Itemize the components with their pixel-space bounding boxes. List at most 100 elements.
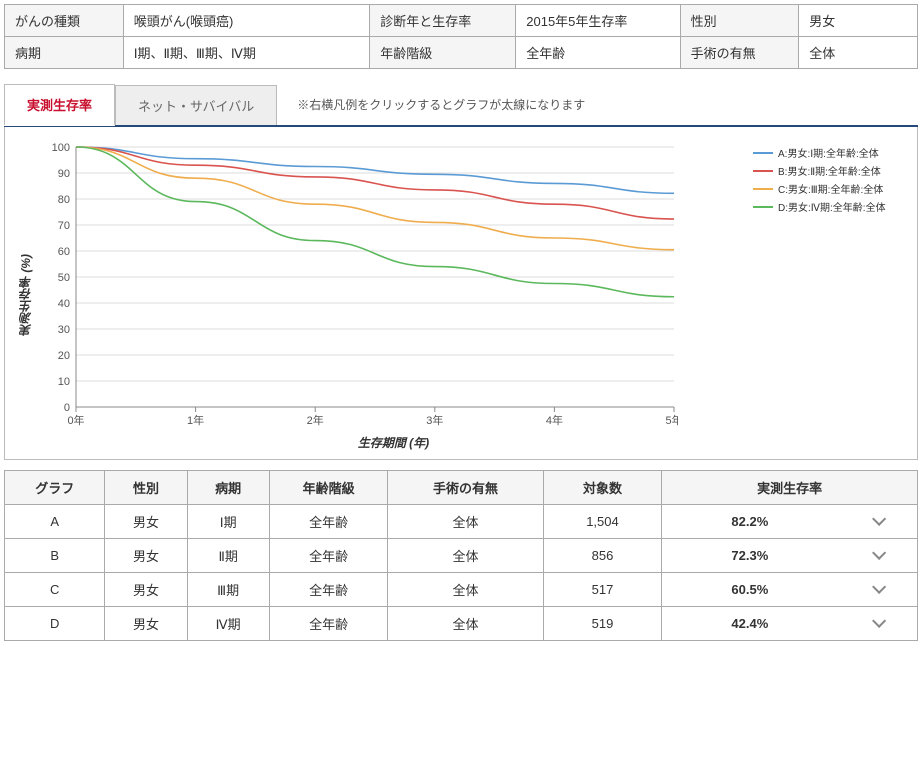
table-cell-stage: Ⅲ期	[187, 573, 269, 607]
table-cell-stage: Ⅰ期	[187, 505, 269, 539]
table-row: C男女Ⅲ期全年齢全体51760.5%	[5, 573, 918, 607]
chart-container: 実測生存率 (%) 01020304050607080901000年1年2年3年…	[4, 127, 918, 460]
tab-net-survival[interactable]: ネット・サバイバル	[115, 85, 277, 125]
table-cell-g: B	[5, 539, 105, 573]
tab-note: ※右横凡例をクリックするとグラフが太線になります	[297, 96, 585, 113]
legend-item-D[interactable]: D:男女:Ⅳ期:全年齢:全体	[753, 199, 905, 214]
chevron-down-icon	[872, 580, 886, 594]
table-cell-age: 全年齢	[269, 607, 388, 641]
table-cell-sex: 男女	[105, 607, 187, 641]
svg-text:60: 60	[58, 246, 70, 258]
table-header: 実測生存率	[662, 471, 918, 505]
legend-label: B:男女:Ⅱ期:全年齢:全体	[778, 163, 881, 178]
svg-text:20: 20	[58, 350, 70, 362]
svg-text:80: 80	[58, 194, 70, 206]
svg-text:3年: 3年	[426, 413, 443, 427]
table-cell-surg: 全体	[388, 539, 543, 573]
table-row: A男女Ⅰ期全年齢全体1,50482.2%	[5, 505, 918, 539]
table-cell-surg: 全体	[388, 607, 543, 641]
svg-text:0: 0	[64, 402, 70, 414]
survival-chart: 01020304050607080901000年1年2年3年4年5年	[38, 139, 678, 429]
table-cell-age: 全年齢	[269, 505, 388, 539]
table-cell-survival: 60.5%	[662, 573, 838, 607]
table-cell-g: C	[5, 573, 105, 607]
expand-row-button[interactable]	[837, 607, 917, 641]
chart-series-C	[76, 147, 674, 250]
tabs-row: 実測生存率 ネット・サバイバル ※右横凡例をクリックするとグラフが太線になります	[4, 83, 918, 127]
legend-item-B[interactable]: B:男女:Ⅱ期:全年齢:全体	[753, 163, 905, 178]
filter-value: 全体	[799, 37, 918, 69]
svg-text:2年: 2年	[307, 413, 324, 427]
expand-row-button[interactable]	[837, 573, 917, 607]
chart-ylabel: 実測生存率 (%)	[13, 139, 38, 451]
expand-row-button[interactable]	[837, 539, 917, 573]
table-cell-survival: 72.3%	[662, 539, 838, 573]
legend-label: A:男女:Ⅰ期:全年齢:全体	[778, 145, 879, 160]
legend-swatch	[753, 206, 773, 208]
filter-header: 診断年と生存率	[370, 5, 516, 37]
filter-value: 男女	[799, 5, 918, 37]
svg-text:70: 70	[58, 220, 70, 232]
table-cell-surg: 全体	[388, 573, 543, 607]
legend-label: C:男女:Ⅲ期:全年齢:全体	[778, 181, 883, 196]
table-cell-stage: Ⅱ期	[187, 539, 269, 573]
table-cell-n: 1,504	[543, 505, 662, 539]
svg-text:1年: 1年	[187, 413, 204, 427]
table-header: グラフ	[5, 471, 105, 505]
filter-value: 喉頭がん(喉頭癌)	[123, 5, 370, 37]
chevron-down-icon	[872, 614, 886, 628]
chevron-down-icon	[872, 546, 886, 560]
table-cell-n: 856	[543, 539, 662, 573]
table-cell-stage: Ⅳ期	[187, 607, 269, 641]
legend-swatch	[753, 152, 773, 154]
table-cell-age: 全年齢	[269, 539, 388, 573]
table-cell-surg: 全体	[388, 505, 543, 539]
table-cell-n: 517	[543, 573, 662, 607]
table-cell-survival: 42.4%	[662, 607, 838, 641]
legend-swatch	[753, 188, 773, 190]
svg-text:10: 10	[58, 376, 70, 388]
table-header: 対象数	[543, 471, 662, 505]
tab-actual-survival[interactable]: 実測生存率	[4, 84, 115, 126]
svg-text:4年: 4年	[546, 413, 563, 427]
table-cell-sex: 男女	[105, 539, 187, 573]
table-cell-sex: 男女	[105, 505, 187, 539]
table-header: 病期	[187, 471, 269, 505]
filter-header: 年齢階級	[370, 37, 516, 69]
filter-header: がんの種類	[5, 5, 124, 37]
svg-text:50: 50	[58, 272, 70, 284]
data-table: グラフ性別病期年齢階級手術の有無対象数実測生存率A男女Ⅰ期全年齢全体1,5048…	[4, 470, 918, 641]
table-header: 年齢階級	[269, 471, 388, 505]
table-cell-age: 全年齢	[269, 573, 388, 607]
chart-series-D	[76, 147, 674, 297]
svg-text:5年: 5年	[665, 413, 678, 427]
filter-table: がんの種類喉頭がん(喉頭癌)診断年と生存率2015年5年生存率性別男女病期Ⅰ期、…	[4, 4, 918, 69]
expand-row-button[interactable]	[837, 505, 917, 539]
table-cell-survival: 82.2%	[662, 505, 838, 539]
filter-header: 手術の有無	[680, 37, 799, 69]
svg-text:90: 90	[58, 168, 70, 180]
legend-label: D:男女:Ⅳ期:全年齢:全体	[778, 199, 886, 214]
legend-swatch	[753, 170, 773, 172]
chart-series-A	[76, 147, 674, 193]
svg-text:40: 40	[58, 298, 70, 310]
filter-header: 病期	[5, 37, 124, 69]
table-cell-n: 519	[543, 607, 662, 641]
svg-text:100: 100	[52, 142, 70, 154]
legend-item-C[interactable]: C:男女:Ⅲ期:全年齢:全体	[753, 181, 905, 196]
svg-text:0年: 0年	[67, 413, 84, 427]
filter-header: 性別	[680, 5, 799, 37]
table-header: 性別	[105, 471, 187, 505]
table-header: 手術の有無	[388, 471, 543, 505]
filter-value: 2015年5年生存率	[516, 5, 680, 37]
chevron-down-icon	[872, 512, 886, 526]
table-row: D男女Ⅳ期全年齢全体51942.4%	[5, 607, 918, 641]
table-cell-g: D	[5, 607, 105, 641]
legend-item-A[interactable]: A:男女:Ⅰ期:全年齢:全体	[753, 145, 905, 160]
filter-value: Ⅰ期、Ⅱ期、Ⅲ期、Ⅳ期	[123, 37, 370, 69]
table-row: B男女Ⅱ期全年齢全体85672.3%	[5, 539, 918, 573]
chart-xlabel: 生存期間 (年)	[38, 434, 749, 451]
table-cell-g: A	[5, 505, 105, 539]
table-cell-sex: 男女	[105, 573, 187, 607]
chart-legend: A:男女:Ⅰ期:全年齢:全体 B:男女:Ⅱ期:全年齢:全体 C:男女:Ⅲ期:全年齢:…	[749, 139, 909, 451]
